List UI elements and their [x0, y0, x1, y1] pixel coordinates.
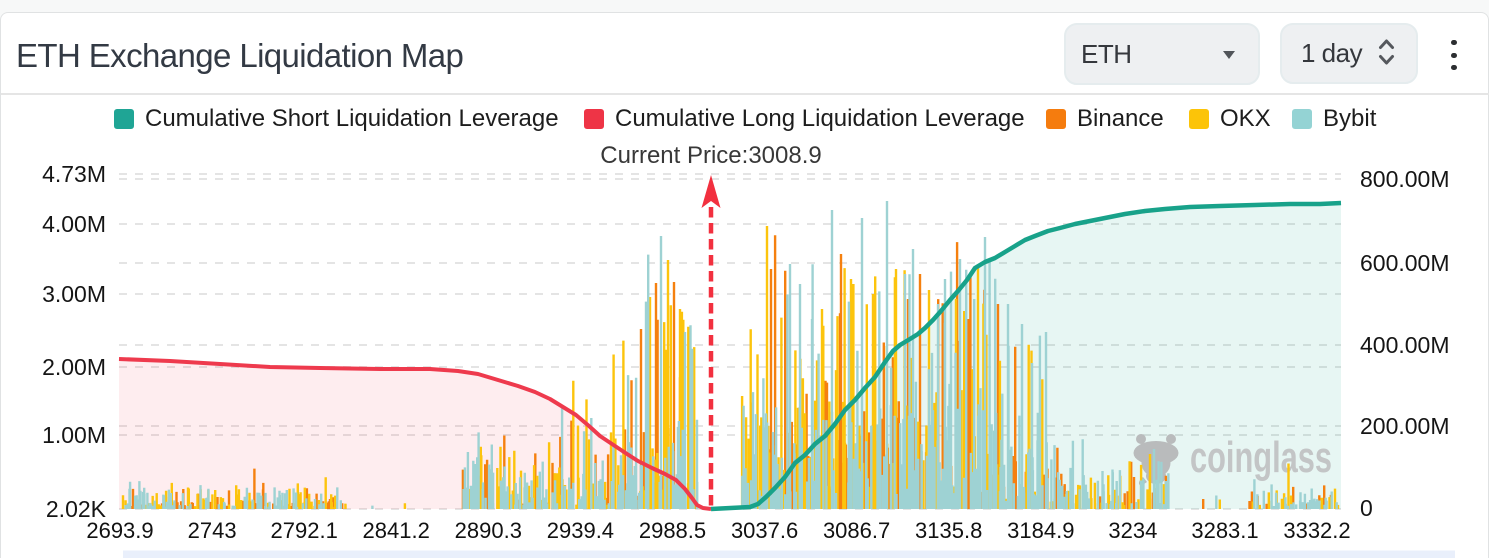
svg-text:2792.1: 2792.1	[271, 518, 338, 543]
svg-text:200.00M: 200.00M	[1360, 413, 1450, 439]
svg-text:coinglass: coinglass	[1190, 433, 1332, 482]
svg-text:2.00M: 2.00M	[42, 354, 106, 380]
svg-text:3332.2: 3332.2	[1283, 518, 1350, 543]
svg-text:400.00M: 400.00M	[1360, 332, 1450, 358]
svg-text:2988.5: 2988.5	[639, 518, 706, 543]
svg-text:2743: 2743	[188, 518, 237, 543]
svg-text:4.00M: 4.00M	[42, 211, 106, 237]
svg-text:3135.8: 3135.8	[915, 518, 982, 543]
svg-text:3184.9: 3184.9	[1007, 518, 1074, 543]
svg-text:3.00M: 3.00M	[42, 281, 106, 307]
svg-text:4.73M: 4.73M	[42, 161, 106, 187]
svg-text:3283.1: 3283.1	[1191, 518, 1258, 543]
svg-text:2890.3: 2890.3	[455, 518, 522, 543]
svg-text:2693.9: 2693.9	[86, 518, 153, 543]
svg-text:1.00M: 1.00M	[42, 422, 106, 448]
svg-text:2841.2: 2841.2	[363, 518, 430, 543]
svg-text:3086.7: 3086.7	[823, 518, 890, 543]
svg-text:2939.4: 2939.4	[547, 518, 614, 543]
svg-text:800.00M: 800.00M	[1360, 166, 1450, 192]
svg-text:2.02K: 2.02K	[46, 496, 107, 522]
svg-text:3037.6: 3037.6	[731, 518, 798, 543]
svg-text:3234: 3234	[1108, 518, 1157, 543]
svg-text:0: 0	[1360, 495, 1373, 521]
svg-text:600.00M: 600.00M	[1360, 250, 1450, 276]
